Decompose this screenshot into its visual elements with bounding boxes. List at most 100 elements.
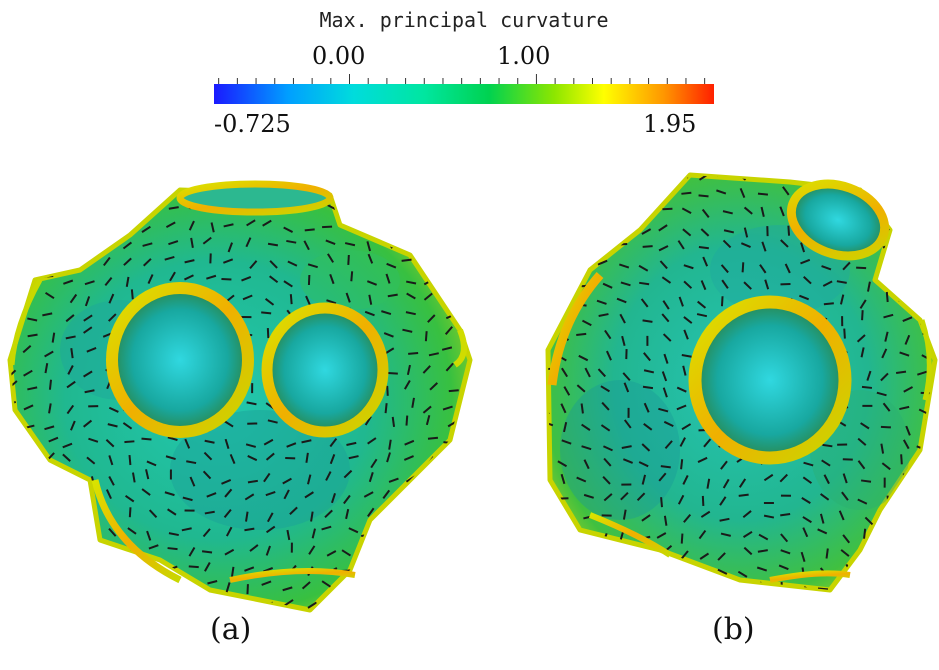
direction-mark xyxy=(146,460,157,467)
direction-mark xyxy=(429,204,439,213)
direction-mark xyxy=(401,201,411,209)
colorbar-tick-label-1: 1.00 xyxy=(497,42,551,70)
direction-mark xyxy=(743,281,752,290)
direction-mark xyxy=(269,260,278,269)
direction-mark xyxy=(407,583,417,592)
direction-mark xyxy=(167,436,178,441)
panel-b-right-rim xyxy=(919,319,932,401)
direction-mark xyxy=(70,547,73,558)
direction-mark xyxy=(918,495,926,506)
direction-mark xyxy=(122,581,133,588)
direction-mark xyxy=(620,491,629,501)
direction-mark xyxy=(623,382,630,393)
direction-mark xyxy=(763,514,775,519)
direction-mark xyxy=(326,190,337,191)
direction-mark xyxy=(10,192,19,195)
direction-mark xyxy=(66,404,75,415)
direction-mark xyxy=(562,586,572,590)
direction-mark xyxy=(165,587,176,592)
direction-mark xyxy=(446,278,458,283)
direction-mark xyxy=(66,564,71,575)
direction-mark xyxy=(538,241,546,247)
direction-mark xyxy=(899,242,910,250)
panel-a-surface xyxy=(7,180,473,613)
direction-mark xyxy=(640,298,649,308)
direction-mark xyxy=(445,261,455,270)
direction-mark xyxy=(107,423,118,428)
direction-mark xyxy=(107,546,116,555)
direction-mark xyxy=(700,228,710,237)
direction-mark xyxy=(741,262,745,273)
direction-mark xyxy=(69,293,78,304)
direction-mark xyxy=(443,223,454,228)
direction-mark xyxy=(622,509,627,520)
direction-mark xyxy=(679,437,686,447)
direction-mark xyxy=(857,460,866,470)
direction-mark xyxy=(431,508,436,520)
direction-mark xyxy=(560,175,571,178)
direction-mark xyxy=(622,458,634,464)
direction-mark xyxy=(86,545,94,555)
direction-mark xyxy=(602,282,613,289)
direction-mark xyxy=(680,459,684,470)
direction-mark xyxy=(26,459,38,464)
direction-mark xyxy=(448,389,459,393)
direction-mark xyxy=(580,245,591,253)
direction-mark xyxy=(386,385,389,396)
direction-mark xyxy=(548,528,551,537)
direction-mark xyxy=(407,224,418,229)
direction-mark xyxy=(823,474,830,485)
direction-mark xyxy=(61,473,73,477)
direction-mark xyxy=(324,509,333,519)
direction-mark xyxy=(825,548,829,559)
panel-label-a: (a) xyxy=(210,612,252,647)
direction-mark xyxy=(682,475,689,485)
direction-mark xyxy=(367,437,377,445)
direction-mark xyxy=(85,566,94,575)
direction-mark xyxy=(880,443,885,454)
direction-mark xyxy=(329,454,336,465)
direction-mark xyxy=(642,319,653,323)
direction-mark xyxy=(405,415,409,426)
direction-mark xyxy=(581,319,592,327)
panel-b-bottom-rim xyxy=(588,512,672,558)
direction-mark xyxy=(184,582,194,591)
direction-mark xyxy=(42,312,53,317)
direction-mark xyxy=(720,586,726,590)
direction-mark xyxy=(441,346,453,351)
direction-mark xyxy=(677,494,685,505)
direction-mark xyxy=(386,452,391,463)
direction-mark xyxy=(85,223,94,232)
direction-mark xyxy=(123,257,132,266)
direction-mark xyxy=(286,442,297,448)
direction-mark xyxy=(21,276,32,281)
direction-mark xyxy=(83,314,93,322)
direction-mark xyxy=(306,474,312,485)
direction-mark xyxy=(223,258,234,264)
direction-mark xyxy=(443,473,455,479)
direction-mark xyxy=(901,528,912,535)
direction-mark xyxy=(204,439,215,444)
direction-mark xyxy=(860,347,865,358)
direction-mark xyxy=(742,530,753,538)
direction-mark xyxy=(65,314,75,323)
direction-mark xyxy=(245,237,252,248)
direction-mark xyxy=(895,370,907,375)
direction-mark xyxy=(597,368,607,378)
direction-mark xyxy=(604,175,611,178)
direction-mark xyxy=(857,437,867,446)
direction-mark xyxy=(918,573,930,576)
direction-mark xyxy=(84,586,95,590)
direction-mark xyxy=(348,527,359,534)
panel-b-surface xyxy=(538,172,938,593)
direction-mark xyxy=(261,311,272,315)
direction-mark xyxy=(244,566,255,572)
direction-mark xyxy=(683,316,693,324)
direction-mark xyxy=(24,494,34,502)
direction-mark xyxy=(866,370,872,381)
direction-mark xyxy=(165,186,175,189)
direction-mark xyxy=(189,476,196,487)
direction-mark xyxy=(344,242,356,247)
direction-mark xyxy=(384,347,395,355)
direction-mark xyxy=(881,348,888,359)
